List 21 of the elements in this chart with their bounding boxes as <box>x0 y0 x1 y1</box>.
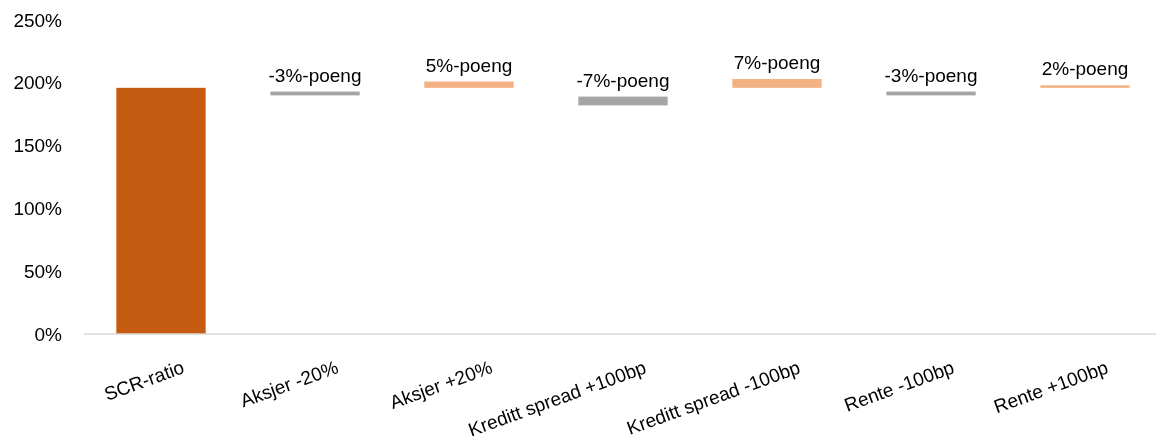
bar <box>578 96 668 106</box>
y-tick-label: 0% <box>34 323 63 345</box>
bar <box>424 81 514 88</box>
bar <box>1040 85 1130 88</box>
x-tick-label: Aksjer -20% <box>237 356 342 412</box>
data-label: 2%-poeng <box>1041 58 1129 80</box>
data-label: -3%-poeng <box>884 64 978 86</box>
x-tick-label: Rente -100bp <box>841 356 957 416</box>
y-tick-label: 50% <box>23 260 63 282</box>
data-label: 5%-poeng <box>425 54 513 76</box>
bar <box>732 79 822 88</box>
data-label: 7%-poeng <box>733 52 821 74</box>
y-tick-label: 200% <box>13 72 63 94</box>
y-tick-label: 250% <box>13 9 63 31</box>
y-tick-label: 150% <box>13 135 63 157</box>
x-tick-label: Aksjer +20% <box>387 356 495 413</box>
y-tick-label: 100% <box>13 198 63 220</box>
x-tick-label: Rente +100bp <box>991 356 1111 418</box>
data-label: -3%-poeng <box>268 64 362 86</box>
data-label: -7%-poeng <box>576 69 670 91</box>
bar <box>116 87 206 334</box>
